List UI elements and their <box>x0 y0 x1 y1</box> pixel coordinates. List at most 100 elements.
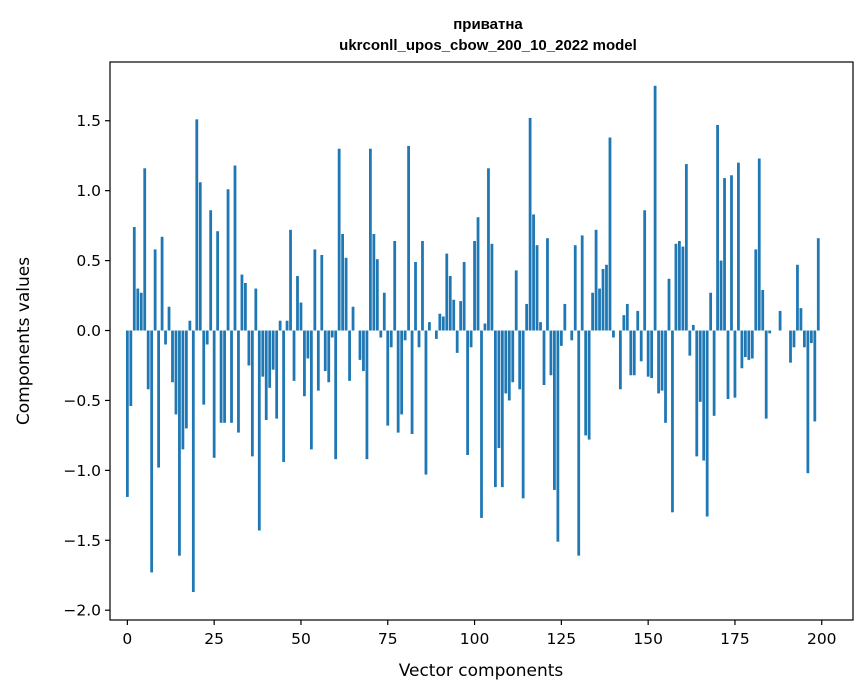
x-tick-label: 50 <box>291 630 311 648</box>
y-tick-label: 1.0 <box>76 182 101 200</box>
bar <box>473 241 476 331</box>
bar <box>257 330 261 531</box>
bar <box>733 330 737 398</box>
bar <box>705 330 709 517</box>
bar <box>271 330 275 370</box>
bar <box>143 168 147 331</box>
bar <box>369 148 372 331</box>
bar <box>205 330 209 345</box>
bar <box>323 330 327 372</box>
bar <box>379 330 383 338</box>
bar <box>275 330 279 419</box>
y-axis-label: Components values <box>14 257 34 425</box>
bar <box>337 148 341 331</box>
bar <box>799 308 803 331</box>
y-axis-ticks: −2.0 −1.5 −1.0 −0.5 0.0 0.5 1.0 1.5 <box>63 112 110 620</box>
bar <box>278 320 282 331</box>
x-axis-label: Vector components <box>399 661 564 681</box>
bar <box>184 330 188 429</box>
bar <box>598 288 601 331</box>
bar <box>261 330 265 377</box>
bar <box>657 330 660 394</box>
bar <box>806 330 810 474</box>
bar <box>146 330 150 390</box>
bar <box>712 330 716 416</box>
bar <box>309 330 313 450</box>
bar <box>528 117 532 331</box>
bar <box>264 330 268 421</box>
bar <box>532 214 535 331</box>
x-tick-label: 75 <box>378 630 398 648</box>
bar <box>764 330 768 419</box>
bar <box>542 330 546 386</box>
x-tick-label: 100 <box>460 630 490 648</box>
bar <box>695 330 699 457</box>
bar <box>737 162 740 331</box>
bar <box>778 310 782 331</box>
bar <box>688 330 692 356</box>
bar <box>608 137 612 331</box>
bar <box>625 303 629 331</box>
bar <box>212 330 216 458</box>
bar <box>410 330 414 434</box>
bar <box>671 330 674 513</box>
bar <box>396 330 400 433</box>
bar <box>448 275 452 331</box>
bar <box>716 124 719 331</box>
y-tick-label: −1.5 <box>63 532 101 550</box>
bar <box>490 243 494 331</box>
y-tick-label: 0.5 <box>76 252 101 270</box>
bar <box>386 330 390 426</box>
bar <box>348 330 351 381</box>
bar <box>320 254 324 331</box>
bar <box>188 320 192 331</box>
bar <box>469 330 473 348</box>
bar <box>480 330 483 518</box>
bar <box>514 270 518 331</box>
bar <box>511 330 515 383</box>
bar <box>570 330 574 341</box>
bar <box>622 315 626 331</box>
bar <box>507 330 511 401</box>
bar <box>441 316 445 331</box>
bar <box>202 330 206 405</box>
bar <box>351 306 355 331</box>
bar <box>382 292 386 331</box>
bar <box>153 249 157 331</box>
bar <box>216 231 220 331</box>
bar <box>757 158 761 331</box>
bar <box>587 330 591 440</box>
bar <box>198 182 202 331</box>
bar <box>702 330 706 461</box>
bar <box>150 330 154 573</box>
bar <box>462 261 466 331</box>
bar <box>316 330 320 391</box>
bar <box>330 330 334 338</box>
y-tick-label: −1.0 <box>63 462 101 480</box>
bar <box>504 330 508 394</box>
bar <box>709 292 713 331</box>
bar <box>358 330 362 360</box>
bar <box>803 330 806 348</box>
bar <box>594 229 598 331</box>
y-tick-label: −0.5 <box>63 392 101 410</box>
bar <box>684 164 688 331</box>
bar <box>743 330 747 358</box>
bar <box>500 330 504 488</box>
bar <box>296 275 299 331</box>
bar <box>414 261 417 331</box>
bar <box>497 330 501 448</box>
y-tick-label: 0.0 <box>76 322 101 340</box>
bar <box>577 330 581 556</box>
bar <box>223 330 226 423</box>
bar <box>494 330 497 488</box>
chart-title: приватна <box>453 16 523 33</box>
bar <box>160 236 164 331</box>
bar <box>650 330 654 379</box>
bar <box>459 301 463 331</box>
bar <box>591 292 594 331</box>
bar <box>691 324 695 331</box>
bar <box>125 330 129 497</box>
bar <box>421 241 424 331</box>
bar <box>553 330 556 490</box>
